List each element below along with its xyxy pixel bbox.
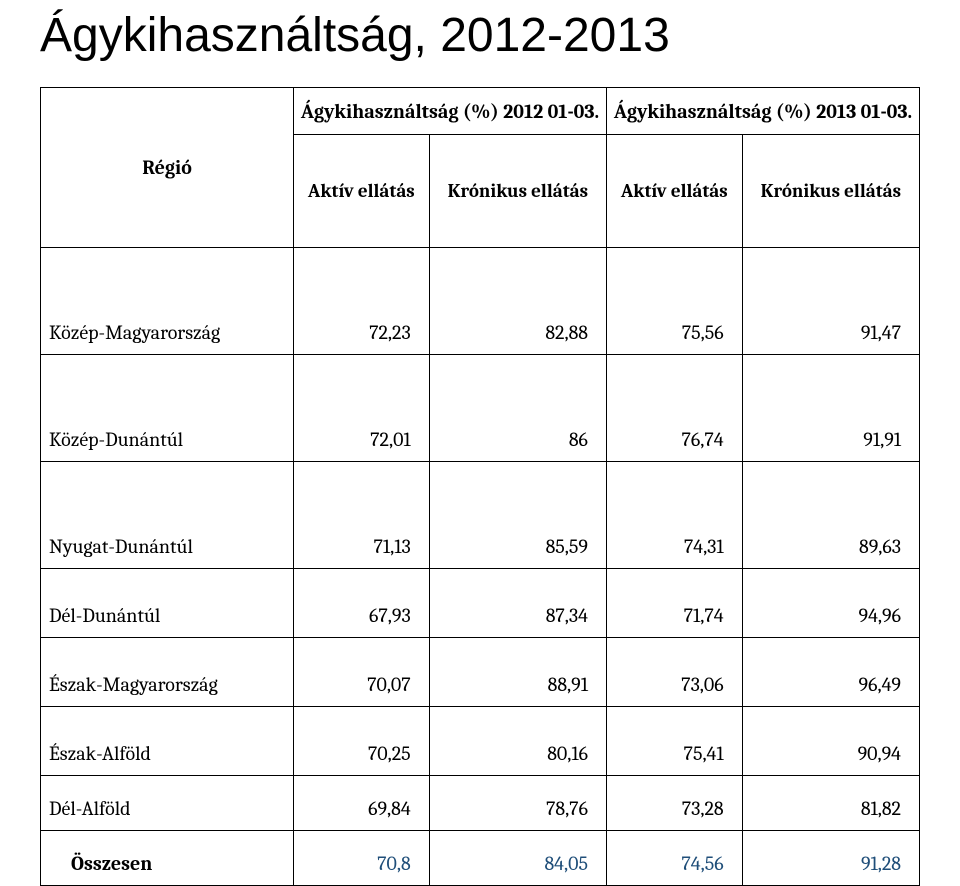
header-2012-kronikus: Krónikus ellátás [429, 135, 606, 248]
row-name: Nyugat-Dunántúl [41, 462, 294, 569]
total-k12: 84,05 [429, 831, 606, 886]
row-a13: 73,28 [606, 776, 742, 831]
row-k13: 91,91 [742, 355, 919, 462]
row-k13: 94,96 [742, 569, 919, 638]
row-name: Dél-Alföld [41, 776, 294, 831]
table-row: Dél-Alföld69,8478,7673,2881,82 [41, 776, 920, 831]
row-a12: 70,25 [294, 707, 430, 776]
total-k13: 91,28 [742, 831, 919, 886]
row-name: Észak-Magyarország [41, 638, 294, 707]
row-k13: 91,47 [742, 248, 919, 355]
total-a12: 70,8 [294, 831, 430, 886]
header-2012-aktiv: Aktív ellátás [294, 135, 430, 248]
table-row: Dél-Dunántúl67,9387,3471,7494,96 [41, 569, 920, 638]
row-a12: 71,13 [294, 462, 430, 569]
row-k13: 89,63 [742, 462, 919, 569]
row-k12: 82,88 [429, 248, 606, 355]
table-row: Nyugat-Dunántúl71,1385,5974,3189,63 [41, 462, 920, 569]
row-k13: 81,82 [742, 776, 919, 831]
header-2013-kronikus: Krónikus ellátás [742, 135, 919, 248]
row-k13: 96,49 [742, 638, 919, 707]
table-row: Közép-Magyarország72,2382,8875,5691,47 [41, 248, 920, 355]
row-a12: 67,93 [294, 569, 430, 638]
row-a13: 73,06 [606, 638, 742, 707]
row-name: Közép-Dunántúl [41, 355, 294, 462]
row-a13: 75,56 [606, 248, 742, 355]
page: Ágykihasználtság, 2012-2013 Régió Ágykih… [0, 0, 960, 842]
row-name: Közép-Magyarország [41, 248, 294, 355]
total-name: Összesen [41, 831, 294, 886]
row-a12: 72,23 [294, 248, 430, 355]
row-k12: 88,91 [429, 638, 606, 707]
page-title: Ágykihasználtság, 2012-2013 [0, 0, 960, 87]
table-header: Régió Ágykihasználtság (%) 2012 01-03. Á… [41, 88, 920, 248]
row-a12: 70,07 [294, 638, 430, 707]
table-total-row: Összesen70,884,0574,5691,28 [41, 831, 920, 886]
row-a12: 69,84 [294, 776, 430, 831]
row-a13: 71,74 [606, 569, 742, 638]
total-a13: 74,56 [606, 831, 742, 886]
table-row: Észak-Alföld70,2580,1675,4190,94 [41, 707, 920, 776]
header-2013: Ágykihasználtság (%) 2013 01-03. [606, 88, 919, 135]
row-a13: 75,41 [606, 707, 742, 776]
header-regio: Régió [41, 88, 294, 248]
row-k12: 78,76 [429, 776, 606, 831]
table-row: Észak-Magyarország70,0788,9173,0696,49 [41, 638, 920, 707]
row-a12: 72,01 [294, 355, 430, 462]
row-a13: 76,74 [606, 355, 742, 462]
header-2013-aktiv: Aktív ellátás [606, 135, 742, 248]
row-a13: 74,31 [606, 462, 742, 569]
row-name: Észak-Alföld [41, 707, 294, 776]
table-row: Közép-Dunántúl72,018676,7491,91 [41, 355, 920, 462]
row-k12: 86 [429, 355, 606, 462]
row-k12: 85,59 [429, 462, 606, 569]
header-2012: Ágykihasználtság (%) 2012 01-03. [294, 88, 607, 135]
data-table: Régió Ágykihasználtság (%) 2012 01-03. Á… [40, 87, 920, 886]
row-name: Dél-Dunántúl [41, 569, 294, 638]
row-k12: 87,34 [429, 569, 606, 638]
table-body: Közép-Magyarország72,2382,8875,5691,47Kö… [41, 248, 920, 886]
row-k12: 80,16 [429, 707, 606, 776]
row-k13: 90,94 [742, 707, 919, 776]
